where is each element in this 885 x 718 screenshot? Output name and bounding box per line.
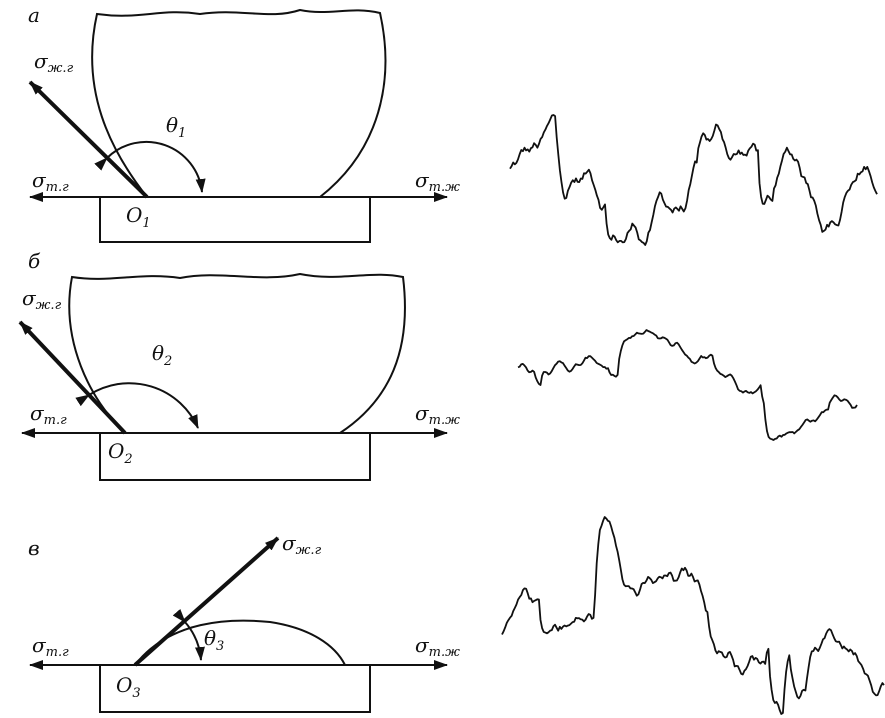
sym: O bbox=[108, 439, 124, 463]
sigma-lg: σж.г bbox=[22, 286, 62, 313]
sigma-sl: σт.ж bbox=[415, 633, 460, 660]
sigma-lg: σж.г bbox=[282, 531, 322, 558]
sigma-sg: σт.г bbox=[32, 633, 69, 660]
sym: θ bbox=[204, 626, 216, 650]
sigma-lg: σж.г bbox=[34, 49, 74, 76]
sub: т.ж bbox=[429, 645, 460, 660]
drop bbox=[92, 10, 385, 197]
panel-label: б bbox=[28, 249, 41, 273]
angle-arc bbox=[107, 142, 202, 192]
sym: θ bbox=[166, 113, 178, 137]
sigma-sg: σт.г bbox=[32, 168, 69, 195]
point-label: O3 bbox=[116, 673, 141, 701]
sigma-sl: σт.ж bbox=[415, 168, 460, 195]
sub: т.ж bbox=[429, 413, 460, 428]
panel-label: в bbox=[28, 536, 40, 560]
panel-a: а σж.г σт.г σт.ж θ1 O1 bbox=[28, 3, 460, 242]
sym: O bbox=[116, 673, 132, 697]
sub: 2 bbox=[123, 452, 132, 467]
sym: θ bbox=[152, 341, 164, 365]
angle-arc bbox=[89, 383, 198, 428]
angle-label: θ3 bbox=[204, 626, 224, 654]
sym: O bbox=[126, 203, 142, 227]
trace bbox=[510, 115, 877, 245]
point-label: O2 bbox=[108, 439, 133, 467]
sigma-sg: σт.г bbox=[30, 401, 67, 428]
panel-label: а bbox=[28, 3, 40, 27]
sub: ж.г bbox=[36, 298, 62, 313]
drop bbox=[69, 274, 405, 433]
sub: 2 bbox=[163, 354, 172, 369]
sub: т.ж bbox=[429, 180, 460, 195]
trace bbox=[518, 330, 857, 440]
drop bbox=[135, 621, 345, 665]
substrate bbox=[100, 433, 370, 480]
sub: ж.г bbox=[296, 543, 322, 558]
figure: а σж.г σт.г σт.ж θ1 O1 б σж.г σт.г σт.ж … bbox=[0, 0, 885, 718]
sub: 1 bbox=[142, 216, 150, 231]
sub: ж.г bbox=[48, 61, 74, 76]
point-label: O1 bbox=[126, 203, 151, 231]
sub: т.г bbox=[46, 180, 69, 195]
panel-c: в σж.г σт.г σт.ж θ3 O3 bbox=[28, 531, 460, 712]
angle-label: θ2 bbox=[152, 341, 172, 369]
fluctuation-traces bbox=[502, 115, 884, 714]
sub: 3 bbox=[216, 639, 224, 654]
sub: 1 bbox=[178, 126, 186, 141]
panel-b: б σж.г σт.г σт.ж θ2 O2 bbox=[20, 249, 460, 480]
trace bbox=[502, 517, 884, 714]
angle-label: θ1 bbox=[166, 113, 186, 141]
sub: т.г bbox=[46, 645, 69, 660]
sub: 3 bbox=[132, 686, 140, 701]
sub: т.г bbox=[44, 413, 67, 428]
sigma-sl: σт.ж bbox=[415, 401, 460, 428]
